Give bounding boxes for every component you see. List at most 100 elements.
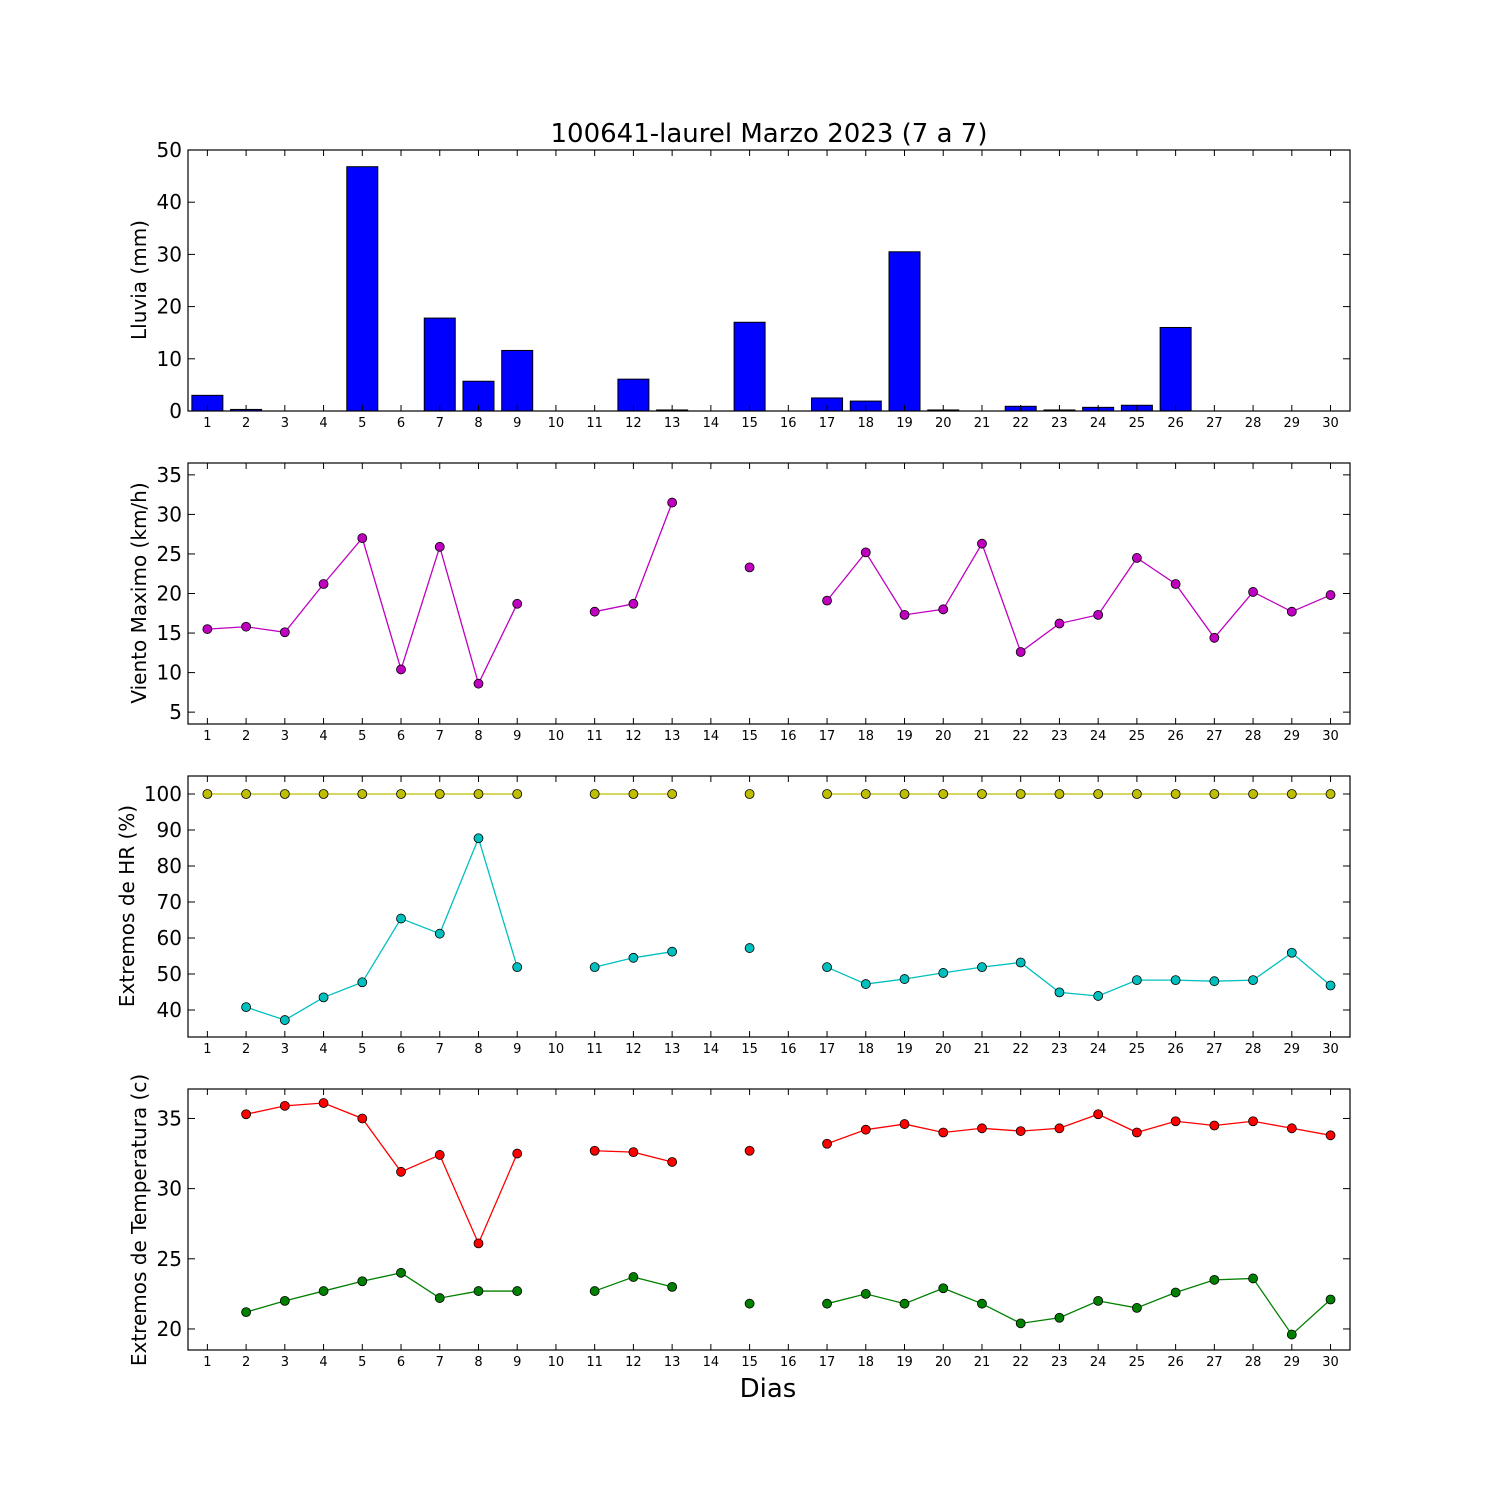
hr-series-1-point	[357, 977, 368, 988]
hr-series-0-point	[1054, 789, 1065, 799]
wind-ylabel: Viento Maximo (km/h)	[127, 482, 151, 703]
rain-xtick-label: 24	[1090, 416, 1107, 431]
temp-xtick-label: 7	[436, 1355, 444, 1370]
wind-xtick-label: 23	[1051, 729, 1068, 744]
temp-xtick-label: 20	[935, 1355, 952, 1370]
rain-xtick-label: 5	[358, 416, 366, 431]
hr-xtick-label: 5	[358, 1042, 366, 1057]
wind-ytick-label: 20	[157, 582, 182, 606]
wind-xtick-label: 17	[819, 729, 836, 744]
hr-series-1-point	[1286, 947, 1297, 958]
hr-series-1-point	[938, 968, 949, 978]
rain-xtick-label: 12	[625, 416, 642, 431]
temp-xtick-label: 29	[1284, 1355, 1301, 1370]
temp-series-1-point	[589, 1286, 600, 1296]
temp-xtick-label: 6	[397, 1355, 405, 1370]
wind-xtick-label: 5	[358, 729, 366, 744]
temp-xtick-label: 23	[1051, 1355, 1068, 1370]
wind-ytick-label: 25	[157, 542, 182, 566]
rain-plot-frame	[187, 149, 1351, 412]
hr-xtick-label: 14	[703, 1042, 720, 1057]
hr-xtick-label: 4	[319, 1042, 327, 1057]
hr-xtick-label: 28	[1245, 1042, 1262, 1057]
temp-series-1-point	[434, 1293, 445, 1303]
rain-bar	[733, 321, 766, 412]
hr-series-0-point	[977, 789, 987, 799]
temp-series-0-point	[1286, 1123, 1297, 1134]
hr-series-1-point	[434, 928, 445, 939]
hr-series-0-point	[318, 789, 329, 799]
hr-series-0-point	[473, 789, 484, 799]
hr-series-0-point	[396, 789, 406, 799]
rain-ytick-label: 10	[157, 347, 182, 371]
wind-series-0-point	[899, 609, 910, 620]
wind-lines	[202, 497, 1336, 689]
hr-series-1-point	[473, 833, 484, 844]
hr-xtick-label: 29	[1284, 1042, 1301, 1057]
temp-series-1-point	[1325, 1294, 1336, 1305]
wind-xticks: 1 2 3 4 5 6 7 8 9 10 11 12 13 14 15 16 17 18 19 20 21 22 23 24 2…	[203, 463, 1339, 744]
temp-series-1-point	[1131, 1303, 1142, 1313]
rain-bar	[1159, 326, 1192, 412]
hr-series-1-point	[1015, 957, 1026, 968]
hr-series-1-point	[589, 962, 600, 973]
rain-xtick-label: 22	[1012, 416, 1029, 431]
hr-xtick-label: 6	[397, 1042, 405, 1057]
wind-series-0-point	[628, 598, 639, 609]
hr-series-0-point	[667, 789, 678, 799]
hr-series-1-point	[1093, 991, 1104, 1001]
wind-xtick-label: 15	[741, 729, 758, 744]
temp-yticks: 20 25 30 35	[157, 1106, 1350, 1341]
hr-series-0-point	[1325, 789, 1336, 799]
temp-series-0-point	[899, 1119, 910, 1129]
temp-series-1-point	[318, 1286, 329, 1296]
hr-series-0-point	[1248, 789, 1258, 799]
hr-xtick-label: 30	[1322, 1042, 1339, 1057]
temp-series-1-point	[1015, 1318, 1026, 1329]
temp-series-0-point	[589, 1145, 600, 1156]
rain-bar	[423, 317, 456, 412]
hr-xtick-label: 20	[935, 1042, 952, 1057]
hr-xtick-label: 22	[1012, 1042, 1029, 1057]
rain-xtick-label: 11	[586, 416, 603, 431]
hr-series-0-point	[938, 789, 949, 799]
temp-plot-frame	[187, 1088, 1351, 1351]
temp-series-1-point	[357, 1276, 368, 1287]
hr-ytick-label: 90	[157, 818, 182, 842]
wind-series-0-point	[938, 604, 949, 615]
hr-ytick-label: 80	[157, 854, 182, 878]
temp-series-1-point	[279, 1295, 290, 1306]
temp-series-0-point	[822, 1138, 832, 1149]
hr-ytick-label: 100	[144, 782, 182, 806]
temp-series-1-point	[1054, 1312, 1065, 1323]
rain-xtick-label: 30	[1322, 416, 1339, 431]
hr-plot-frame	[187, 775, 1351, 1038]
temp-series-1-point	[1248, 1273, 1258, 1284]
temp-series-1-point	[1286, 1329, 1297, 1340]
hr-ytick-label: 70	[157, 890, 182, 914]
wind-xtick-label: 4	[319, 729, 327, 744]
hr-xtick-label: 7	[436, 1042, 444, 1057]
hr-series-0-point	[1093, 789, 1104, 799]
temp-xtick-label: 15	[741, 1355, 758, 1370]
hr-series-0-point	[822, 789, 832, 799]
temp-series-0-point	[860, 1124, 871, 1135]
temp-series-0-point	[1015, 1126, 1026, 1136]
hr-ytick-label: 60	[157, 926, 182, 950]
chart-title: 100641-laurel Marzo 2023 (7 a 7)	[550, 119, 987, 149]
hr-xtick-label: 24	[1090, 1042, 1107, 1057]
wind-xtick-label: 12	[625, 729, 642, 744]
temp-series-0-point	[1093, 1109, 1104, 1120]
temp-ytick-label: 25	[157, 1247, 182, 1271]
rain-xtick-label: 20	[935, 416, 952, 431]
temp-xtick-label: 8	[474, 1355, 482, 1370]
temp-xtick-label: 18	[858, 1355, 875, 1370]
hr-series-1-point	[241, 1002, 252, 1013]
hr-series-0-point	[628, 789, 639, 799]
rain-xtick-label: 14	[703, 416, 720, 431]
hr-xtick-label: 18	[858, 1042, 875, 1057]
wind-xtick-label: 11	[586, 729, 603, 744]
wind-ytick-label: 35	[157, 463, 182, 487]
temp-xtick-label: 10	[548, 1355, 565, 1370]
